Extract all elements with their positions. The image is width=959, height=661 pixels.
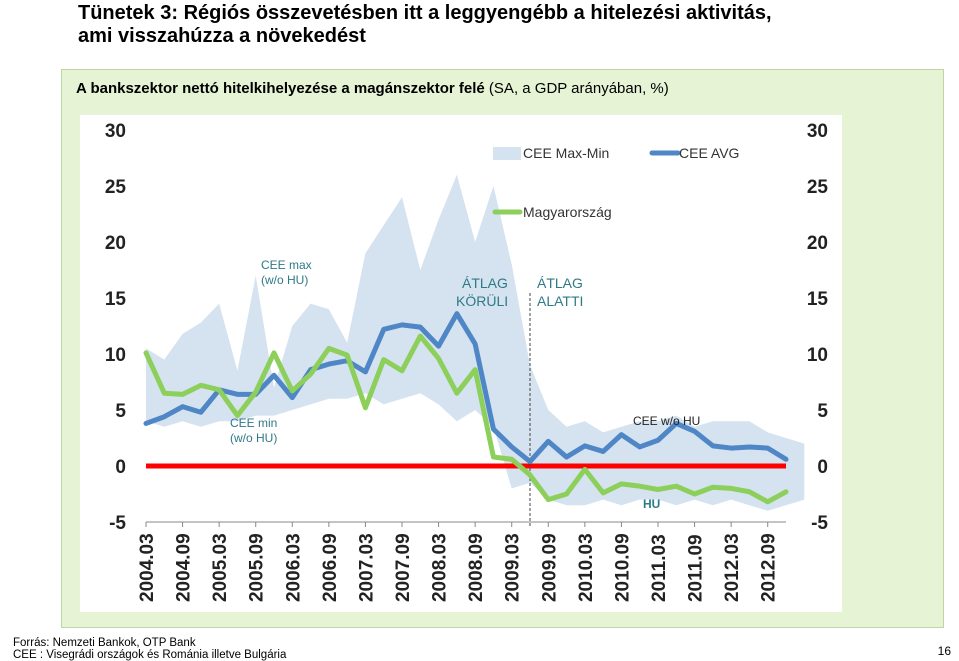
legend: CEE Max-Min CEE AVG Magyarország: [492, 145, 739, 220]
annotation-hu: HU: [643, 497, 660, 511]
x-tick-label-15: 2011.09: [686, 534, 707, 602]
x-tick-label-6: 2007.03: [356, 533, 377, 602]
series-layer: [143, 311, 789, 505]
slide-title-line2: ami visszahúzza a növekedést: [78, 25, 366, 47]
annotations: CEE max (w/o HU) CEE min (w/o HU) ÁTLAG …: [230, 258, 700, 511]
source-line2: CEE : Visegrádi országok és Románia ille…: [13, 649, 287, 661]
annotation-cee-max-line2: (w/o HU): [261, 273, 308, 287]
y-tick-left-3: 15: [105, 289, 127, 310]
chart-subtitle-rest: (SA, a GDP arányában, %): [484, 80, 669, 97]
y-tick-right-6: 0: [817, 457, 828, 478]
series-line-magyarorszag: [143, 333, 789, 505]
footer-source: Forrás: Nemzeti Bankok, OTP Bank CEE : V…: [13, 637, 286, 661]
slide-title-line1: Tünetek 3: Régiós összevetésben itt a le…: [78, 2, 772, 24]
y-tick-right-1: 25: [807, 177, 829, 198]
x-tick-label-16: 2012.03: [722, 533, 743, 602]
legend-avg-label: CEE AVG: [679, 145, 739, 161]
y-tick-left-5: 5: [115, 401, 126, 422]
y-tick-right-0: 30: [807, 121, 828, 142]
source-line1: Forrás: Nemzeti Bankok, OTP Bank: [13, 637, 196, 649]
y-tick-left-2: 20: [105, 233, 126, 254]
x-axis: 2004.03 2004.09 2005.03 2005.09 2006.03 2006.…: [137, 521, 786, 602]
y-tick-right-7: -5: [811, 513, 828, 534]
x-tick-label-9: 2008.09: [466, 533, 487, 602]
annotation-cee-min-line1: CEE min: [230, 416, 277, 430]
x-tick-label-11: 2009.09: [539, 533, 560, 602]
page-number: 16: [937, 644, 951, 658]
annotation-below-avg-line2: ALATTI: [537, 293, 583, 309]
x-tick-label-17: 2012.09: [759, 533, 780, 602]
y-tick-right-2: 20: [807, 233, 828, 254]
chart-subtitle-bold: A bankszektor nettó hitelkihelyezése a m…: [76, 80, 485, 97]
y-tick-left-7: -5: [109, 513, 126, 534]
y-tick-left-6: 0: [115, 457, 126, 478]
x-tick-label-14: 2011.03: [649, 534, 670, 602]
x-tick-label-5: 2006.09: [320, 533, 341, 602]
annotation-around-avg-line1: ÁTLAG: [462, 275, 508, 291]
x-tick-label-0: 2004.03: [137, 533, 158, 602]
y-tick-left-0: 30: [105, 121, 126, 142]
y-tick-right-3: 15: [807, 289, 829, 310]
right-y-axis: 30 25 20 15 10 5 0 -5: [807, 121, 829, 534]
y-tick-right-4: 10: [807, 345, 828, 366]
x-tick-label-12: 2010.03: [576, 533, 597, 602]
left-y-axis: 30 25 20 15 10 5 0 -5: [105, 121, 127, 534]
legend-band-swatch: [493, 147, 521, 160]
annotation-cee-min-line2: (w/o HU): [230, 431, 277, 445]
legend-hu-label: Magyarország: [523, 204, 612, 220]
y-tick-right-5: 5: [817, 401, 828, 422]
y-tick-left-4: 10: [105, 345, 126, 366]
x-tick-label-8: 2008.03: [430, 533, 451, 602]
annotation-cee-max-line1: CEE max: [261, 258, 312, 272]
slide-title: Tünetek 3: Régiós összevetésben itt a le…: [78, 2, 948, 48]
x-tick-label-1: 2004.09: [174, 533, 195, 602]
x-tick-label-7: 2007.09: [393, 533, 414, 602]
annotation-cee-wo-hu: CEE w/o HU: [633, 414, 700, 428]
chart-subtitle: A bankszektor nettó hitelkihelyezése a m…: [76, 80, 669, 97]
x-tick-label-3: 2005.09: [247, 533, 268, 602]
y-tick-left-1: 25: [105, 177, 127, 198]
legend-band-label: CEE Max-Min: [523, 145, 609, 161]
x-tick-label-2: 2005.03: [210, 533, 231, 602]
x-tick-label-10: 2009.03: [503, 533, 524, 602]
x-tick-label-13: 2010.09: [612, 533, 633, 602]
annotation-around-avg-line2: KÖRÜLI: [456, 292, 508, 309]
x-tick-label-4: 2006.03: [283, 533, 304, 602]
annotation-below-avg-line1: ÁTLAG: [537, 275, 583, 291]
